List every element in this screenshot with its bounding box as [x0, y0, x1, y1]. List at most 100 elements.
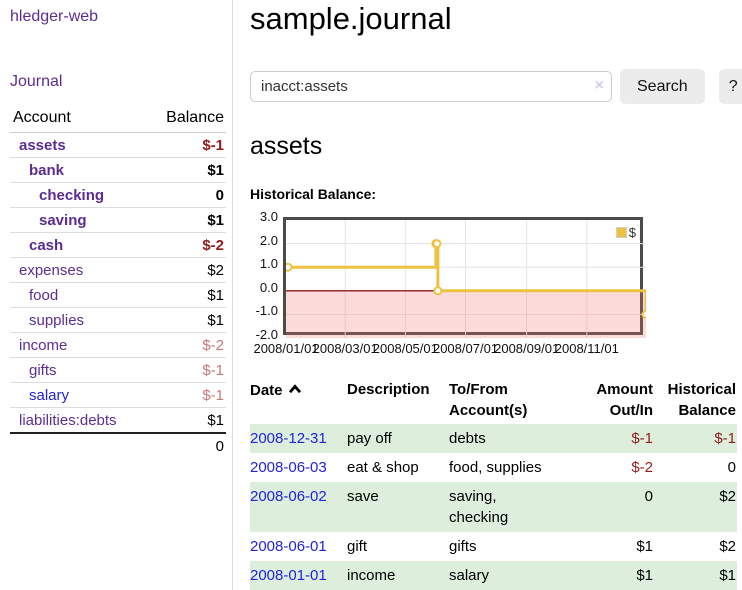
main-content: sample.journal × Search ? assets Histori…	[233, 0, 742, 590]
page-title: sample.journal	[250, 2, 742, 36]
chart-plot-area: $	[283, 217, 643, 335]
y-axis-tick-label: 2.0	[250, 233, 278, 249]
sidebar-account-gifts[interactable]: gifts	[29, 362, 57, 379]
y-axis-tick-label: -1.0	[250, 303, 278, 319]
register-table: Date Description To/From Account(s) Amou…	[250, 376, 737, 590]
account-balance: $-2	[146, 333, 226, 358]
transaction-description: eat & shop	[347, 453, 449, 482]
sidebar-account-assets[interactable]: assets	[19, 137, 66, 154]
hledger-web-app: hledger-web Journal Account Balance asse…	[0, 0, 742, 590]
series-color-swatch	[616, 227, 627, 238]
account-balance: $-1	[146, 358, 226, 383]
account-balance: $-1	[146, 133, 226, 158]
search-bar: × Search ?	[250, 69, 742, 104]
account-balance: $-1	[146, 383, 226, 408]
balance-step-line-chart	[286, 220, 646, 338]
x-axis-tick-label: 2008/09/01	[494, 341, 559, 356]
table-row: assets $-1	[10, 133, 226, 158]
table-row: bank $1	[10, 158, 226, 183]
register-header-row: Date Description To/From Account(s) Amou…	[250, 376, 737, 424]
transaction-description: pay off	[347, 424, 449, 453]
transaction-amount: $1	[569, 532, 654, 561]
clear-search-icon[interactable]: ×	[595, 77, 604, 95]
table-row: gifts $-1	[10, 358, 226, 383]
search-input[interactable]	[250, 71, 612, 102]
y-axis-tick-label: 0.0	[250, 280, 278, 296]
search-button[interactable]: Search	[620, 69, 705, 104]
table-row: income $-2	[10, 333, 226, 358]
transaction-balance: $2	[654, 482, 737, 532]
account-balance: $-2	[146, 233, 226, 258]
historical-balance-chart: 3.02.01.00.0-1.0-2.0 $ 2008/01/012008/03…	[250, 214, 650, 360]
account-balance: $1	[146, 208, 226, 233]
transaction-balance: $-1	[654, 424, 737, 453]
accounts-total-row: 0	[10, 433, 226, 458]
date-column-header[interactable]: Date	[250, 376, 347, 424]
sidebar-account-bank[interactable]: bank	[29, 162, 64, 179]
sidebar-account-supplies[interactable]: supplies	[29, 312, 84, 329]
chart-legend: $	[616, 225, 636, 240]
transaction-accounts: debts	[449, 424, 569, 453]
table-row: food $1	[10, 283, 226, 308]
series-label: $	[629, 225, 636, 240]
sidebar-account-liabilities-debts[interactable]: liabilities:debts	[19, 412, 117, 429]
chart-title: Historical Balance:	[250, 186, 742, 202]
balance-column-header: Balance	[146, 106, 226, 133]
table-row: liabilities:debts $1	[10, 408, 226, 434]
help-button[interactable]: ?	[719, 69, 742, 104]
accounts-total: 0	[146, 433, 226, 458]
app-brand: hledger-web	[10, 8, 226, 26]
sort-ascending-icon	[288, 379, 302, 400]
transaction-amount: $-2	[569, 453, 654, 482]
sidebar-account-salary[interactable]: salary	[29, 387, 69, 404]
accounts-table-header: Account Balance	[10, 106, 226, 133]
transaction-amount: 0	[569, 482, 654, 532]
account-balance: 0	[146, 183, 226, 208]
sidebar-account-cash[interactable]: cash	[29, 237, 63, 254]
transaction-date-link[interactable]: 2008-06-01	[250, 538, 327, 555]
account-balance: $1	[146, 158, 226, 183]
transaction-balance: $1	[654, 561, 737, 590]
sidebar: hledger-web Journal Account Balance asse…	[0, 0, 233, 590]
transaction-amount: $1	[569, 561, 654, 590]
transaction-amount: $-1	[569, 424, 654, 453]
sidebar-account-food[interactable]: food	[29, 287, 58, 304]
account-balance: $1	[146, 308, 226, 333]
sidebar-account-income[interactable]: income	[19, 337, 67, 354]
transaction-accounts: salary	[449, 561, 569, 590]
table-row: checking 0	[10, 183, 226, 208]
transaction-date-link[interactable]: 2008-12-31	[250, 430, 327, 447]
sidebar-account-expenses[interactable]: expenses	[19, 262, 83, 279]
x-axis-tick-label: 2008/03/01	[313, 341, 378, 356]
table-row: 2008-01-01 income salary $1 $1	[250, 561, 737, 590]
brand-link[interactable]: hledger-web	[10, 8, 98, 25]
table-row: salary $-1	[10, 383, 226, 408]
y-axis-tick-label: 1.0	[250, 256, 278, 272]
sidebar-item-journal[interactable]: Journal	[10, 73, 62, 90]
x-axis-tick-label: 2008/07/01	[433, 341, 498, 356]
amount-column-header: Amount Out/In	[569, 376, 654, 424]
table-row: 2008-06-02 save saving, checking 0 $2	[250, 482, 737, 532]
transaction-date-link[interactable]: 2008-06-02	[250, 488, 327, 505]
x-axis-tick-label: 2008/05/01	[373, 341, 438, 356]
sidebar-nav: Journal	[10, 73, 226, 91]
transaction-description: income	[347, 561, 449, 590]
sidebar-account-checking[interactable]: checking	[39, 187, 104, 204]
sidebar-account-saving[interactable]: saving	[39, 212, 87, 229]
table-row: 2008-06-03 eat & shop food, supplies $-2…	[250, 453, 737, 482]
table-row: 2008-12-31 pay off debts $-1 $-1	[250, 424, 737, 453]
transaction-balance: 0	[654, 453, 737, 482]
search-box: ×	[250, 71, 612, 102]
tofrom-column-header: To/From Account(s)	[449, 376, 569, 424]
chart-x-axis: 2008/01/012008/03/012008/05/012008/07/01…	[286, 341, 646, 359]
y-axis-tick-label: 3.0	[250, 209, 278, 225]
account-balance: $1	[146, 283, 226, 308]
account-heading: assets	[250, 132, 742, 161]
description-column-header: Description	[347, 376, 449, 424]
table-row: expenses $2	[10, 258, 226, 283]
transaction-accounts: saving, checking	[449, 482, 569, 532]
transaction-date-link[interactable]: 2008-06-03	[250, 459, 327, 476]
balance-column-header: Historical Balance	[654, 376, 737, 424]
transaction-accounts: gifts	[449, 532, 569, 561]
date-header-label: Date	[250, 382, 283, 399]
